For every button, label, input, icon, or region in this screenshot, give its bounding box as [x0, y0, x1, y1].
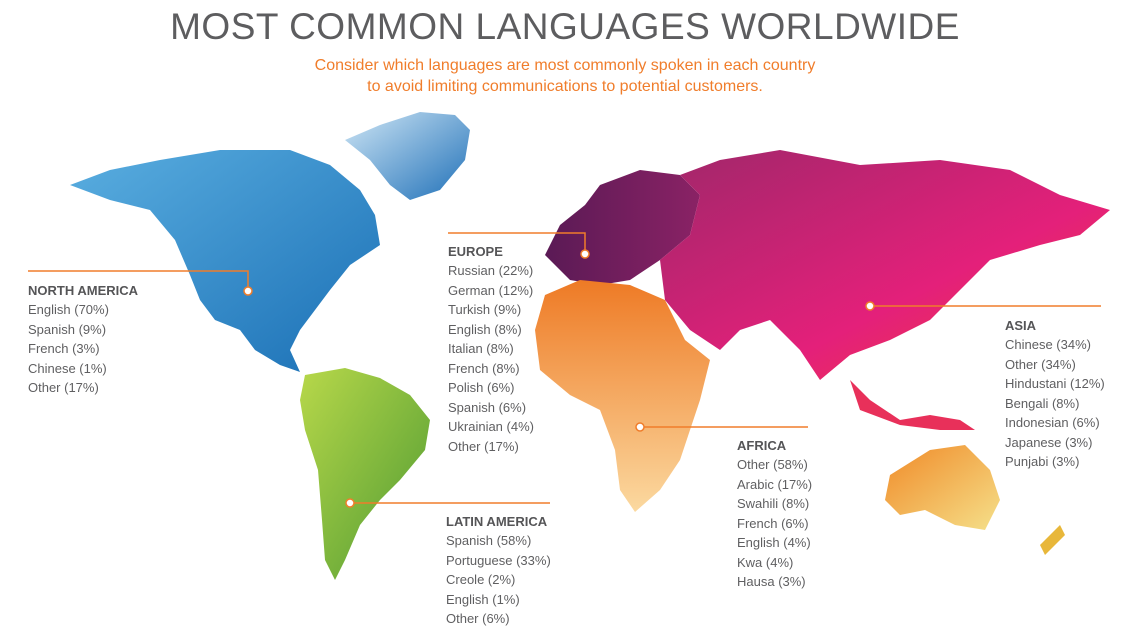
language-item: Ukrainian (4%): [448, 419, 534, 434]
language-item: Chinese (1%): [28, 360, 107, 376]
europe-leader: [448, 232, 586, 250]
language-item: English (1%): [446, 591, 520, 607]
europe-marker: [580, 249, 590, 259]
language-item: Spanish (58%): [446, 533, 532, 548]
language-item: Indonesian (6%): [1005, 415, 1100, 430]
leader-lines: [28, 232, 1101, 508]
language-item: Hindustani (12%): [1005, 376, 1105, 391]
subtitle-line-1: Consider which languages are most common…: [314, 57, 816, 74]
language-item: German (12%): [448, 282, 534, 298]
region-heading: LATIN AMERICA: [446, 514, 548, 529]
language-item: English (8%): [448, 321, 522, 337]
language-item: French (3%): [28, 341, 100, 356]
region-heading: NORTH AMERICA: [28, 283, 139, 298]
australia-shape: [885, 445, 1000, 530]
language-item: Creole (2%): [446, 572, 516, 587]
region-africa: AFRICA Other (58%) Arabic (17%) Swahili …: [737, 436, 812, 592]
subtitle-line-2: to avoid limiting communications to pote…: [367, 78, 763, 95]
greenland-shape: [345, 112, 470, 200]
language-item: French (6%): [737, 515, 809, 531]
language-item: Kwa (4%): [737, 554, 794, 570]
language-item: Polish (6%): [448, 380, 515, 395]
language-item: Chinese (34%): [1005, 337, 1091, 352]
language-item: Russian (22%): [448, 263, 534, 278]
latin-america-marker: [345, 498, 355, 508]
language-item: Spanish (6%): [448, 399, 527, 415]
language-item: Bengali (8%): [1005, 395, 1080, 411]
page-title: MOST COMMON LANGUAGES WORLDWIDE: [170, 6, 960, 47]
region-heading: AFRICA: [737, 438, 787, 453]
language-item: Other (17%): [28, 380, 99, 395]
language-item: English (70%): [28, 302, 109, 317]
north-america-marker: [243, 286, 253, 296]
new-zealand-shape: [1040, 525, 1065, 555]
language-item: Japanese (3%): [1005, 434, 1093, 450]
region-europe: EUROPE Russian (22%) German (12%) Turkis…: [448, 242, 534, 456]
language-item: French (8%): [448, 360, 520, 376]
language-item: Hausa (3%): [737, 574, 806, 589]
region-latin-america: LATIN AMERICA Spanish (58%) Portuguese (…: [446, 512, 551, 629]
asia-marker: [865, 301, 875, 311]
region-north-america: NORTH AMERICA English (70%) Spanish (9%)…: [28, 281, 138, 398]
region-heading: EUROPE: [448, 244, 503, 259]
africa-shape: [535, 280, 710, 512]
language-item: Spanish (9%): [28, 321, 107, 337]
north-america-shape: [70, 150, 380, 372]
language-item: Swahili (8%): [737, 496, 810, 511]
language-item: Other (58%): [737, 457, 808, 472]
north-america-leader: [28, 270, 249, 287]
language-item: Portuguese (33%): [446, 552, 551, 568]
language-item: Arabic (17%): [737, 476, 813, 492]
africa-marker: [635, 422, 645, 432]
south-america-shape: [300, 368, 430, 580]
language-item: Other (6%): [446, 611, 510, 626]
region-asia: ASIA Chinese (34%) Other (34%) Hindustan…: [1005, 316, 1105, 472]
region-heading: ASIA: [1005, 318, 1037, 333]
language-item: Punjabi (3%): [1005, 454, 1080, 469]
language-item: Italian (8%): [448, 341, 514, 356]
language-item: Turkish (9%): [448, 302, 522, 317]
language-item: Other (17%): [448, 438, 519, 454]
southeast-asia-shape: [850, 380, 975, 430]
asia-shape: [660, 150, 1110, 380]
language-item: English (4%): [737, 535, 811, 550]
language-item: Other (34%): [1005, 356, 1076, 372]
